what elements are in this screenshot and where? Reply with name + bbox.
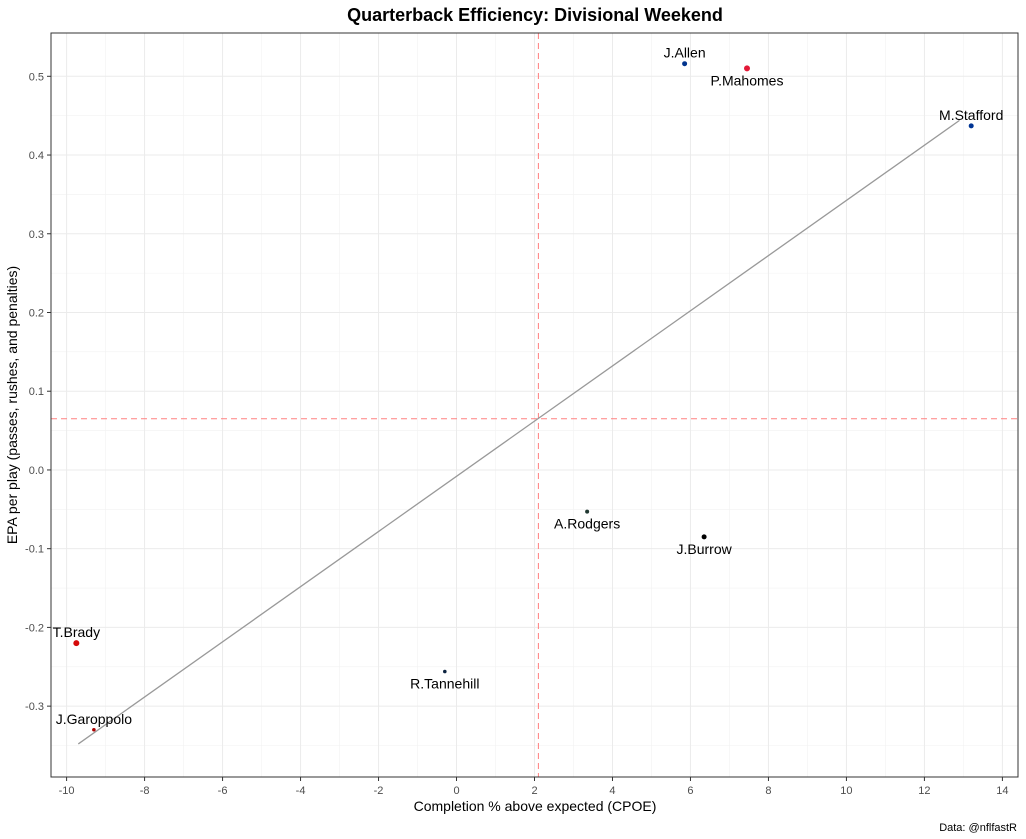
data-point bbox=[92, 727, 96, 732]
y-tick-label: 0.1 bbox=[29, 386, 44, 398]
x-tick-label: 10 bbox=[840, 785, 852, 797]
data-points bbox=[73, 61, 974, 732]
x-tick-label: 12 bbox=[918, 785, 930, 797]
y-tick-label: 0.2 bbox=[29, 307, 44, 319]
point-label: R.Tannehill bbox=[410, 676, 479, 692]
chart-title: Quarterback Efficiency: Divisional Weeke… bbox=[347, 5, 723, 25]
reference-lines bbox=[51, 33, 1018, 777]
x-tick-label: 8 bbox=[765, 785, 771, 797]
x-tick-label: -8 bbox=[140, 785, 150, 797]
x-axis-title: Completion % above expected (CPOE) bbox=[414, 798, 657, 814]
x-tick-label: 0 bbox=[453, 785, 459, 797]
y-tick-label: -0.1 bbox=[25, 544, 44, 556]
point-label: J.Allen bbox=[664, 45, 706, 61]
point-label: P.Mahomes bbox=[711, 72, 784, 88]
x-tick-label: 2 bbox=[531, 785, 537, 797]
y-tick-label: 0.5 bbox=[29, 71, 44, 83]
y-axis-title: EPA per play (passes, rushes, and penalt… bbox=[4, 266, 20, 544]
x-tick-label: -6 bbox=[218, 785, 228, 797]
point-label: A.Rodgers bbox=[554, 516, 620, 532]
data-source-caption: Data: @nflfastR bbox=[939, 822, 1017, 834]
point-label: M.Stafford bbox=[939, 107, 1003, 123]
trend-line-group bbox=[77, 119, 960, 745]
data-point bbox=[585, 509, 590, 514]
data-point bbox=[701, 534, 707, 540]
x-tick-label: -2 bbox=[374, 785, 384, 797]
point-label: J.Garoppolo bbox=[56, 711, 132, 727]
point-label: T.Brady bbox=[53, 624, 100, 640]
point-label: J.Burrow bbox=[676, 541, 732, 557]
y-axis-ticks: -0.3 -0.2 -0.1 0.0 0.1 0.2 0.3 0.4 0.5 bbox=[25, 71, 51, 713]
x-tick-label: 14 bbox=[996, 785, 1008, 797]
y-tick-label: 0.0 bbox=[29, 465, 44, 477]
y-tick-label: -0.2 bbox=[25, 622, 44, 634]
data-point bbox=[744, 65, 751, 72]
x-axis-ticks: -10 -8 -6 -4 -2 0 2 4 6 8 10 12 14 bbox=[59, 777, 1009, 797]
trend-line bbox=[77, 119, 960, 745]
point-labels: J.Allen P.Mahomes M.Stafford A.Rodgers J.Bur… bbox=[53, 45, 1004, 727]
data-point bbox=[682, 61, 688, 67]
data-point bbox=[968, 123, 974, 129]
x-tick-label: 4 bbox=[609, 785, 615, 797]
x-tick-label: 6 bbox=[687, 785, 693, 797]
y-tick-label: 0.4 bbox=[29, 150, 44, 162]
x-tick-label: -4 bbox=[296, 785, 306, 797]
data-point bbox=[73, 640, 80, 647]
data-point bbox=[443, 669, 447, 674]
y-tick-label: 0.3 bbox=[29, 229, 44, 241]
x-tick-label: -10 bbox=[59, 785, 75, 797]
y-tick-label: -0.3 bbox=[25, 701, 44, 713]
major-gridlines bbox=[51, 33, 1018, 777]
